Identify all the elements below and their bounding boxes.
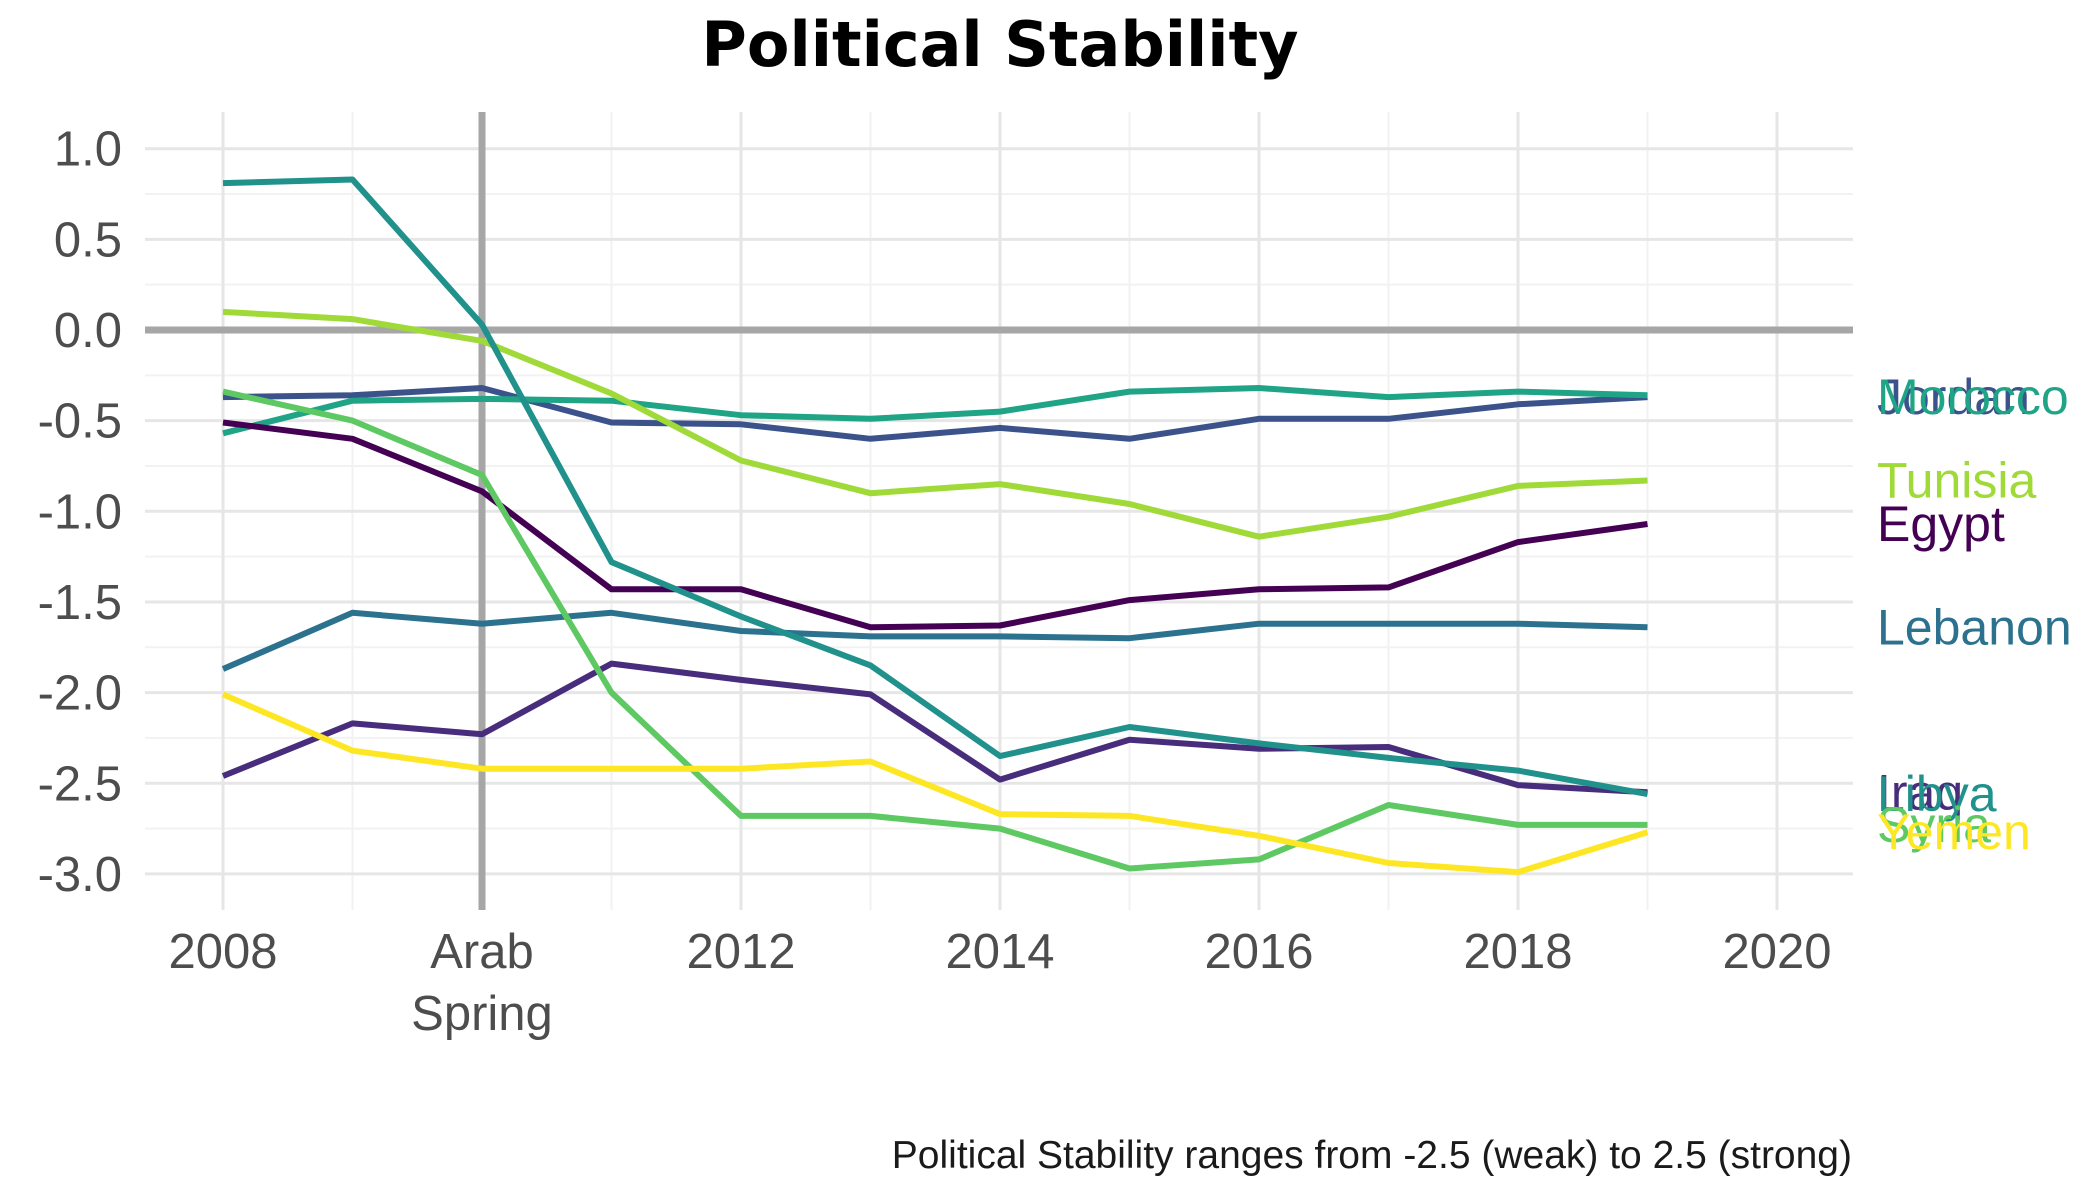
x-tick-label: 2020 [1722,925,1831,979]
series-line-jordan [222,385,1648,442]
series-line-syria [222,388,1648,872]
y-axis-tick-labels: 1.0 0.5 0.0 -0.5 -1.0 -1.5 -2.0 -2.5 -3.0 [38,123,122,902]
x-axis-tick-labels: 2008 Arab Spring 2012 2014 2016 2018 2020 [168,925,1831,1041]
series-line-yemen [221,691,1649,876]
y-tick-label: -0.5 [38,395,122,449]
series-label-jordan: Jordan [1877,369,2030,425]
series-line-egypt [222,419,1648,631]
y-tick-label: -2.0 [38,667,122,721]
y-tick-label: -1.5 [38,576,122,630]
series-label-tunisia: Tunisia [1877,452,2037,508]
series-label-egypt: Egypt [1877,496,2005,552]
series-line-tunisia [222,308,1648,540]
y-tick-label: 1.0 [54,123,122,177]
y-tick-label: -2.5 [38,757,122,811]
chart-title: Political Stability [701,8,1298,81]
x-tick-label: 2012 [686,925,795,979]
x-tick-label: 2014 [945,925,1054,979]
x-tick-label-line2: Spring [411,987,553,1041]
series-label-morocco: Morocco [1877,369,2069,425]
series-label-syria: Syria [1877,797,1991,853]
series-label-yemen: Yemen [1877,804,2031,860]
series-line-libya [222,176,1649,798]
chart-caption: Political Stability ranges from -2.5 (we… [892,1134,1852,1177]
y-tick-label: 0.5 [54,213,122,267]
series-label-lebanon: Lebanon [1877,599,2072,655]
series-line-lebanon [221,609,1648,672]
series-label-libya: Libya [1877,766,1997,822]
x-tick-label: 2016 [1204,925,1313,979]
series-line-iraq [221,660,1648,796]
y-tick-label: -1.0 [38,485,122,539]
x-tick-label: Arab [430,925,534,979]
x-tick-label: 2018 [1463,925,1572,979]
y-tick-label: 0.0 [54,304,122,358]
series-label-iraq: Iraq [1877,764,1963,820]
series-lines [221,176,1649,876]
series-line-morocco [222,385,1648,437]
x-tick-label: 2008 [168,925,277,979]
y-tick-label: -3.0 [38,848,122,902]
gridlines [145,112,1853,910]
